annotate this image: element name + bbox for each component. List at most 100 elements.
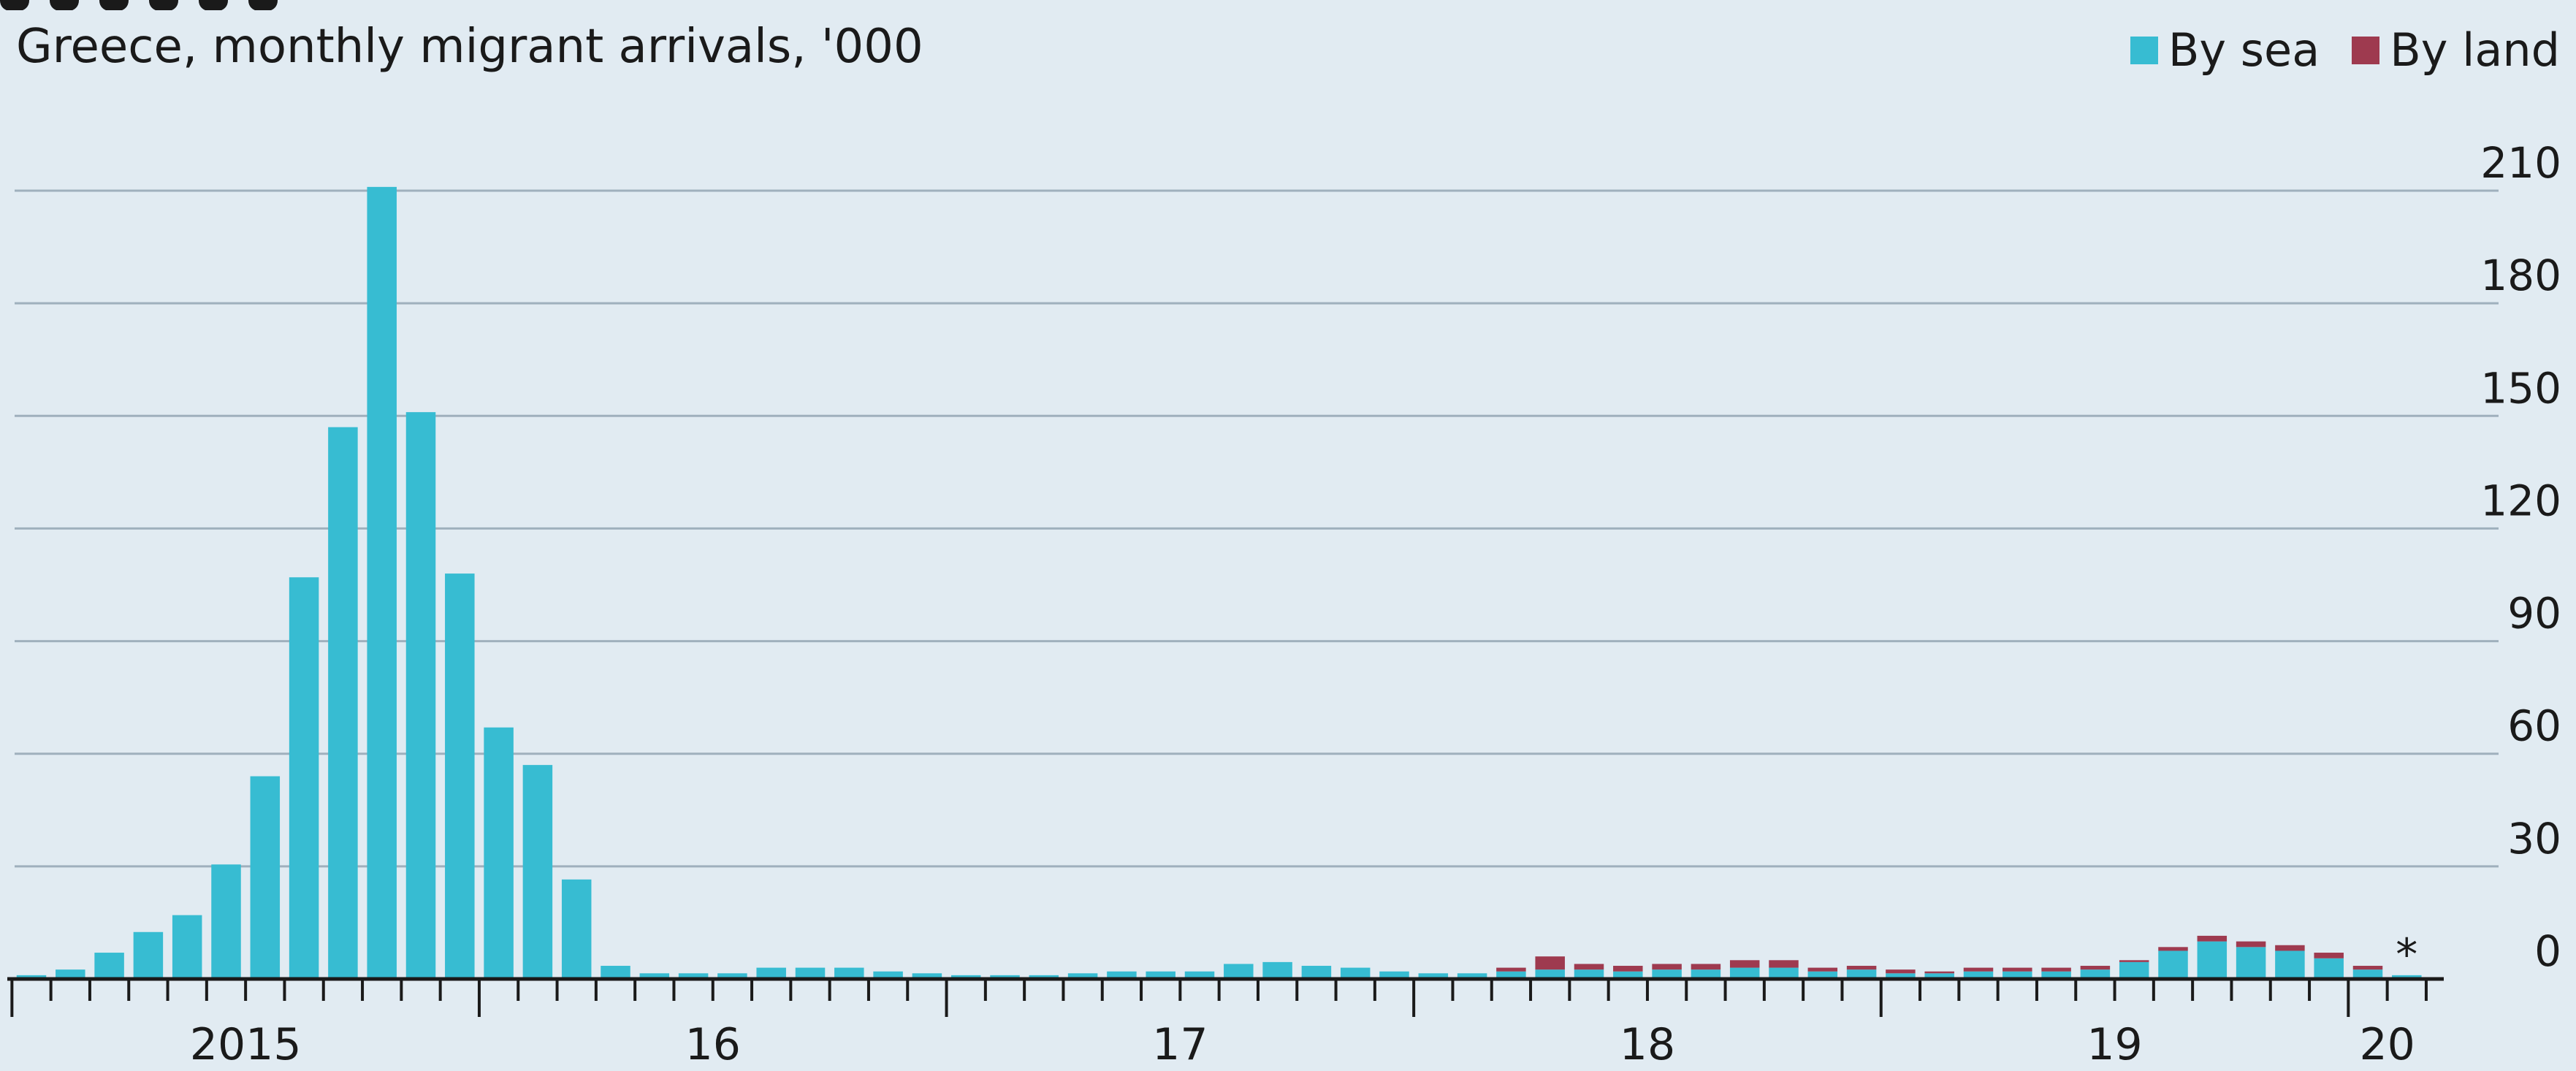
bar-sea bbox=[1340, 967, 1371, 979]
bar-sea bbox=[522, 765, 553, 979]
bar-sea bbox=[639, 973, 670, 979]
y-tick-label: 90 bbox=[2507, 589, 2561, 639]
bar-sea bbox=[2158, 950, 2188, 979]
bar-sea bbox=[1729, 967, 1760, 979]
legend-label-land: By land bbox=[2390, 23, 2560, 77]
annotation-asterisk: * bbox=[2396, 929, 2417, 980]
bar-land bbox=[1769, 960, 1799, 968]
bar-sea bbox=[1807, 971, 1838, 979]
bar-land bbox=[1574, 964, 1604, 970]
bar-sea bbox=[2236, 947, 2266, 979]
bar-land bbox=[1729, 960, 1760, 968]
bar-sea bbox=[289, 577, 319, 979]
bar-sea bbox=[2392, 975, 2422, 979]
bar-sea bbox=[1067, 973, 1098, 979]
bar-land bbox=[2158, 947, 2188, 951]
bar-land bbox=[1963, 967, 1994, 972]
y-tick-label: 180 bbox=[2480, 251, 2561, 300]
bar-sea bbox=[211, 864, 241, 979]
bar-sea bbox=[1496, 971, 1526, 979]
bar-sea bbox=[1924, 973, 1954, 979]
y-tick-label: 120 bbox=[2480, 476, 2561, 525]
bar-sea bbox=[1107, 971, 1137, 979]
bar-land bbox=[1924, 971, 1954, 974]
bar-sea bbox=[601, 966, 630, 979]
bar-sea bbox=[2314, 958, 2344, 979]
bar-sea bbox=[756, 967, 786, 979]
bar-sea bbox=[950, 975, 981, 979]
bar-land bbox=[1807, 967, 1838, 972]
bar-sea bbox=[678, 973, 709, 979]
bar-land bbox=[1886, 969, 1916, 974]
bar-sea bbox=[367, 186, 397, 979]
y-tick-label: 150 bbox=[2480, 363, 2561, 413]
bar-sea bbox=[1846, 969, 1877, 979]
legend-swatch-land bbox=[2352, 37, 2380, 64]
x-tick-label: 16 bbox=[685, 1019, 741, 1070]
bar-sea bbox=[912, 973, 942, 979]
legend-label-sea: By sea bbox=[2168, 23, 2320, 77]
bar-sea bbox=[2352, 969, 2383, 979]
bar-land bbox=[2080, 966, 2111, 970]
bar-land bbox=[2197, 935, 2228, 942]
y-tick-label: 30 bbox=[2507, 814, 2561, 864]
bar-sea bbox=[1224, 964, 1254, 979]
bar-land bbox=[1846, 966, 1877, 970]
bar-sea bbox=[172, 915, 202, 979]
bar-sea bbox=[328, 427, 358, 979]
bar-sea bbox=[1146, 971, 1175, 979]
bar-sea bbox=[2119, 961, 2149, 979]
bar-sea bbox=[834, 967, 864, 979]
bar-sea bbox=[133, 931, 164, 979]
bar-land bbox=[2041, 967, 2071, 972]
bar-sea bbox=[1535, 969, 1565, 979]
bar-land bbox=[1535, 956, 1565, 970]
y-tick-label: 0 bbox=[2534, 926, 2561, 976]
y-tick-label: 210 bbox=[2480, 138, 2561, 188]
bar-sea bbox=[1769, 967, 1799, 979]
bar-sea bbox=[1184, 971, 1215, 979]
bar-sea bbox=[1574, 969, 1604, 979]
bar-land bbox=[2119, 960, 2149, 962]
bar-land bbox=[1691, 964, 1721, 970]
y-tick-label: 60 bbox=[2507, 701, 2561, 751]
bar-land bbox=[1613, 966, 1643, 972]
bar-sea bbox=[561, 879, 592, 979]
x-tick-label: 19 bbox=[2087, 1019, 2142, 1070]
bar-land bbox=[1496, 967, 1526, 972]
bar-sea bbox=[873, 971, 903, 979]
bar-land bbox=[2003, 967, 2032, 972]
bar-sea bbox=[1963, 971, 1994, 979]
bar-sea bbox=[2197, 941, 2228, 979]
chart-subtitle: Greece, monthly migrant arrivals, '000 bbox=[16, 20, 923, 74]
bar-sea bbox=[16, 975, 47, 979]
x-tick-label: 17 bbox=[1152, 1019, 1208, 1070]
bar-sea bbox=[2003, 971, 2032, 979]
cropped-title-fragment bbox=[0, 0, 307, 10]
bar-land bbox=[1652, 964, 1682, 970]
chart-legend: By sea By land bbox=[2130, 28, 2560, 73]
legend-item-sea: By sea bbox=[2130, 28, 2320, 73]
bar-sea bbox=[484, 727, 514, 979]
bar-sea bbox=[1301, 966, 1332, 979]
bar-sea bbox=[1886, 973, 1916, 979]
bar-sea bbox=[250, 776, 281, 979]
bar-sea bbox=[2080, 969, 2111, 979]
bar-sea bbox=[1613, 971, 1643, 979]
bar-sea bbox=[1379, 971, 1409, 979]
bar-sea bbox=[445, 573, 475, 979]
legend-item-land: By land bbox=[2352, 28, 2560, 73]
bar-land bbox=[2314, 953, 2344, 958]
bar-sea bbox=[94, 953, 124, 979]
bar-sea bbox=[1029, 975, 1059, 979]
bar-sea bbox=[2041, 971, 2071, 979]
bar-sea bbox=[405, 412, 436, 979]
bar-sea bbox=[1418, 973, 1449, 979]
bar-land bbox=[2236, 941, 2266, 948]
bar-sea bbox=[56, 969, 85, 979]
x-tick-label: 2015 bbox=[190, 1019, 302, 1070]
bar-sea bbox=[1652, 969, 1682, 979]
bar-sea bbox=[1691, 969, 1721, 979]
